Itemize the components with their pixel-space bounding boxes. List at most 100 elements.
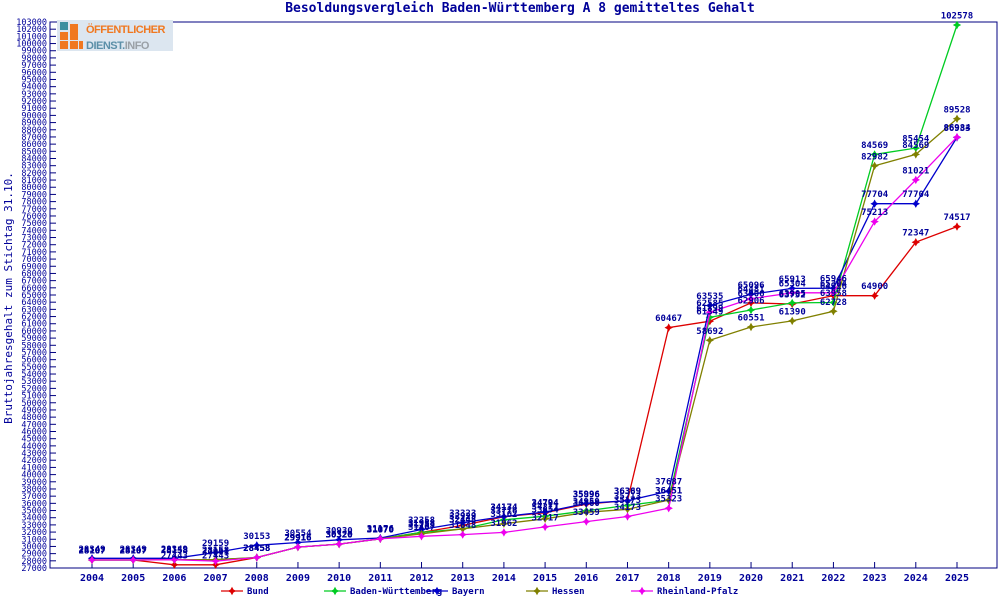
data-point — [664, 495, 673, 505]
x-axis-ticks: 2004 2005 2006 2007 2008 2009 2010 2011 2012 2013… — [80, 562, 969, 584]
data-point-label: 33323 — [449, 509, 476, 519]
data-point-label: 65946 — [820, 275, 847, 285]
y-axis-title: Bruttojahresgehalt zum Stichtag 31.10. — [2, 172, 15, 424]
data-point — [499, 512, 509, 521]
y-tick-label: 78000 — [21, 198, 47, 208]
data-point-label: 77704 — [861, 190, 889, 200]
y-tick-label: 81000 — [21, 176, 47, 186]
data-point-label: 28349 — [120, 545, 147, 555]
y-tick-label: 67000 — [21, 277, 47, 287]
data-point-label: 75213 — [861, 208, 888, 218]
y-tick-label: 84000 — [21, 155, 47, 165]
data-point-label: 28158 — [161, 546, 188, 556]
x-tick-label: 2006 — [162, 573, 186, 584]
y-tick-label: 34000 — [21, 514, 47, 524]
data-point-label: 35323 — [655, 495, 682, 505]
x-tick-label: 2025 — [945, 573, 969, 584]
y-tick-label: 55000 — [21, 363, 47, 373]
y-tick-label: 48000 — [21, 413, 47, 423]
data-point-label: 28107 — [78, 547, 105, 557]
logo-line1: ÖFFENTLICHER — [86, 23, 165, 36]
data-point-label: 34704 — [532, 499, 560, 509]
data-point-label: 31407 — [408, 523, 435, 533]
y-tick-label: 103000 — [16, 18, 47, 28]
data-point — [334, 535, 344, 544]
data-point-label: 34959 — [573, 497, 600, 507]
data-point — [458, 524, 467, 534]
y-tick-label: 39000 — [21, 478, 47, 488]
data-point — [129, 555, 138, 565]
y-tick-label: 44000 — [21, 442, 47, 452]
data-point-label: 30930 — [326, 526, 353, 536]
series-bayern — [87, 133, 962, 563]
y-tick-label: 52000 — [21, 384, 47, 394]
logo-line2-info: INFO — [124, 39, 150, 52]
logo-line2-dienst: DIENST. — [86, 39, 125, 52]
data-point-label: 36389 — [614, 487, 641, 497]
data-point — [540, 522, 550, 532]
y-tick-label: 89000 — [21, 119, 47, 129]
legend-label: Bund — [247, 587, 269, 597]
x-tick-label: 2005 — [121, 573, 145, 584]
data-point-label: 28349 — [161, 545, 188, 555]
data-point — [952, 132, 962, 142]
data-point-label: 28107 — [120, 547, 147, 557]
data-point-label: 65304 — [779, 279, 807, 289]
y-tick-label: 33000 — [21, 521, 47, 531]
data-point — [746, 290, 756, 299]
data-point-label: 86933 — [943, 124, 970, 134]
data-point-label: 33716 — [490, 506, 517, 516]
data-point-label: 29916 — [284, 534, 311, 544]
x-tick-label: 2012 — [409, 573, 433, 584]
y-tick-label: 71000 — [21, 248, 47, 258]
logo-squares-icon — [59, 22, 83, 49]
y-tick-label: 46000 — [21, 428, 47, 438]
y-tick-label: 101000 — [16, 32, 47, 42]
data-point-label: 32448 — [449, 515, 476, 525]
data-point-label: 28107 — [120, 547, 147, 557]
x-tick-label: 2020 — [739, 573, 763, 584]
y-tick-label: 35000 — [21, 507, 47, 517]
data-point — [582, 508, 591, 517]
x-tick-label: 2017 — [615, 573, 639, 584]
data-point-label: 30320 — [326, 531, 353, 541]
data-point — [829, 307, 838, 316]
y-tick-label: 28000 — [21, 557, 47, 567]
series-line — [92, 136, 958, 562]
data-point-label: 35173 — [614, 496, 641, 506]
data-point-label: 65304 — [820, 279, 848, 289]
data-point-label: 60467 — [655, 314, 682, 324]
y-tick-label: 90000 — [21, 111, 47, 121]
y-tick-label: 102000 — [16, 25, 47, 35]
y-tick-label: 91000 — [21, 104, 47, 114]
data-point-label: 28107 — [78, 547, 105, 557]
data-point — [788, 284, 797, 293]
x-tick-label: 2004 — [80, 573, 104, 584]
x-tick-label: 2013 — [451, 573, 475, 584]
y-tick-label: 57000 — [21, 348, 47, 358]
y-tick-label: 36000 — [21, 499, 47, 509]
data-point — [705, 308, 714, 317]
data-point — [911, 199, 920, 208]
legend-item-hessen: Hessen — [526, 586, 585, 597]
data-point-label: 81021 — [902, 166, 929, 176]
data-point — [540, 514, 550, 523]
data-point — [334, 539, 344, 549]
y-tick-label: 95000 — [21, 75, 47, 85]
y-tick-label: 29000 — [21, 550, 47, 560]
data-point-label: 28158 — [202, 546, 229, 556]
y-tick-label: 74000 — [21, 226, 47, 236]
y-tick-label: 50000 — [21, 399, 47, 409]
y-tick-label: 100000 — [16, 40, 47, 50]
y-tick-label: 82000 — [21, 169, 47, 179]
data-point — [540, 507, 550, 517]
data-point-label: 63535 — [696, 292, 723, 302]
x-tick-label: 2021 — [780, 573, 804, 584]
data-point-label: 32929 — [449, 512, 476, 522]
y-tick-label: 30000 — [21, 542, 47, 552]
data-point-label: 34760 — [573, 499, 600, 509]
x-tick-label: 2023 — [863, 573, 887, 584]
data-point-label: 86984 — [943, 124, 971, 134]
